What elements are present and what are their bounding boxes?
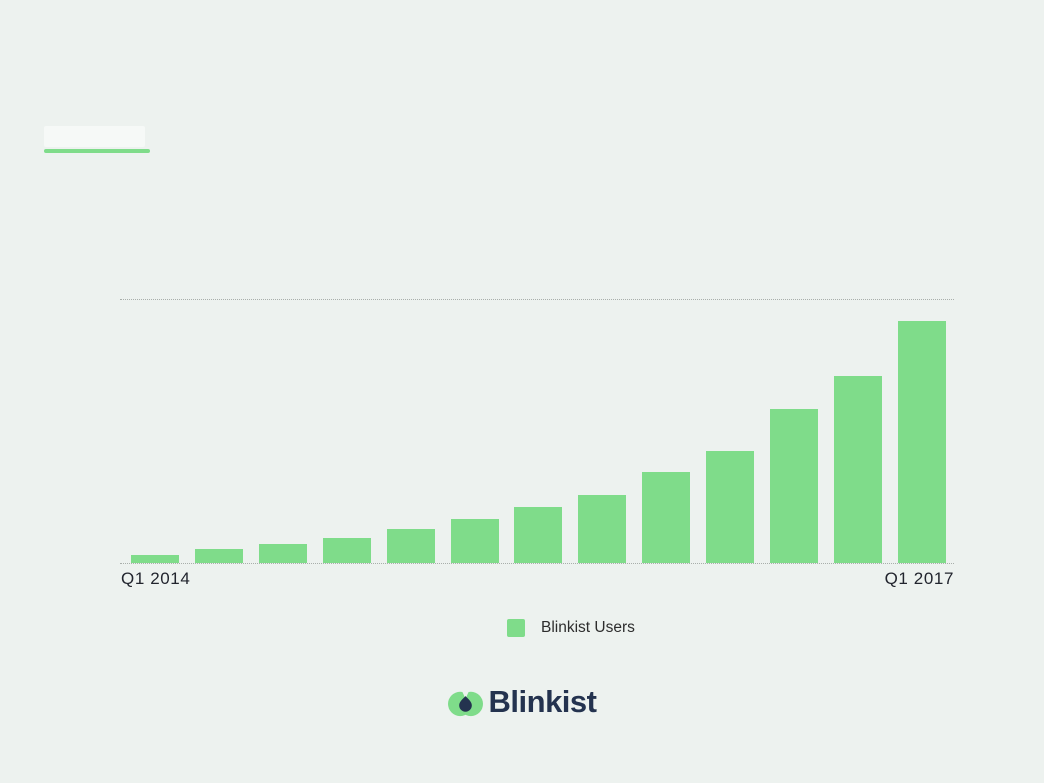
bar-q2-2014 [194,549,243,563]
x-axis-label-last: Q1 2017 [884,569,954,588]
bar-q1-2017 [897,321,946,563]
bar-q2-2015 [450,519,499,563]
bud-notch [458,684,472,699]
bar-q4-2016 [833,376,882,563]
bar-q4-2015 [578,494,627,563]
bar-q2-2016 [706,450,755,563]
bar-q3-2015 [514,506,563,563]
legend-swatch-icon [507,619,525,637]
title-underline [44,149,150,153]
bars [120,300,954,563]
bar-q3-2016 [770,408,819,563]
bar-q1-2014 [131,555,179,563]
bar-chart-plot-area [120,299,954,564]
chart-legend: Blinkist Users [507,619,635,637]
bar-q3-2014 [258,544,307,563]
legend-label: Blinkist Users [541,619,635,636]
blinkist-wordmark: Blinkist [488,684,597,719]
blinkist-logo: Blinkist [0,684,1044,719]
bud-drop [458,696,472,712]
bar-q1-2016 [642,472,691,563]
bar-q1-2015 [386,528,435,563]
x-axis-label-first: Q1 2014 [121,569,191,588]
bar-q4-2014 [322,538,371,563]
blinkist-bud-icon [447,684,483,717]
title-placeholder [44,126,145,147]
